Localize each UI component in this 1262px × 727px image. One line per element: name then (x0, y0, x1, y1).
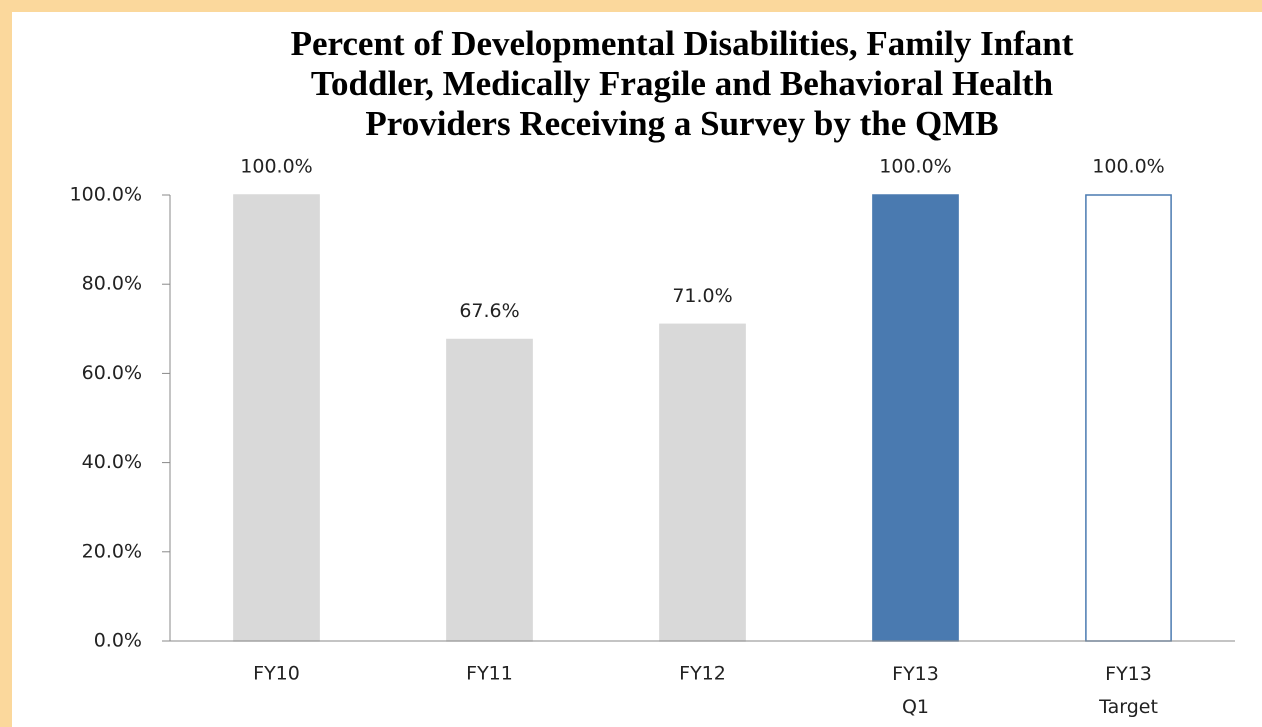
x-tick-label: FY10 (253, 663, 300, 685)
y-tick-label: 20.0% (82, 540, 142, 562)
x-tick-label: FY13 Q1 (892, 663, 939, 718)
x-tick-line: FY13 (892, 663, 939, 685)
bar (872, 194, 959, 642)
y-tick-label: 100.0% (70, 184, 142, 206)
bar (659, 323, 746, 642)
x-tick-label: FY11 (466, 663, 513, 685)
x-tick-label: FY13 Target (1098, 663, 1158, 718)
data-label: 100.0% (879, 156, 951, 178)
data-label: 100.0% (1092, 156, 1164, 178)
x-tick-line: FY13 (1105, 663, 1152, 685)
data-label: 100.0% (240, 156, 312, 178)
data-label: 67.6% (459, 300, 519, 322)
bar (233, 194, 320, 642)
x-tick-label: FY12 (679, 663, 726, 685)
chart-title: Percent of Developmental Disabilities, F… (291, 24, 1074, 63)
y-tick-label: 40.0% (82, 451, 142, 473)
bar (1085, 194, 1172, 642)
panel (12, 12, 1262, 727)
y-tick-label: 0.0% (94, 630, 142, 652)
y-tick-label: 80.0% (82, 273, 142, 295)
chart-title: Toddler, Medically Fragile and Behaviora… (311, 64, 1053, 103)
y-tick-label: 60.0% (82, 362, 142, 384)
x-tick-line: Q1 (902, 696, 929, 718)
data-label: 71.0% (672, 285, 732, 307)
bar (446, 338, 533, 642)
x-tick-line: Target (1098, 696, 1158, 718)
chart-title: Providers Receiving a Survey by the QMB (365, 104, 998, 143)
